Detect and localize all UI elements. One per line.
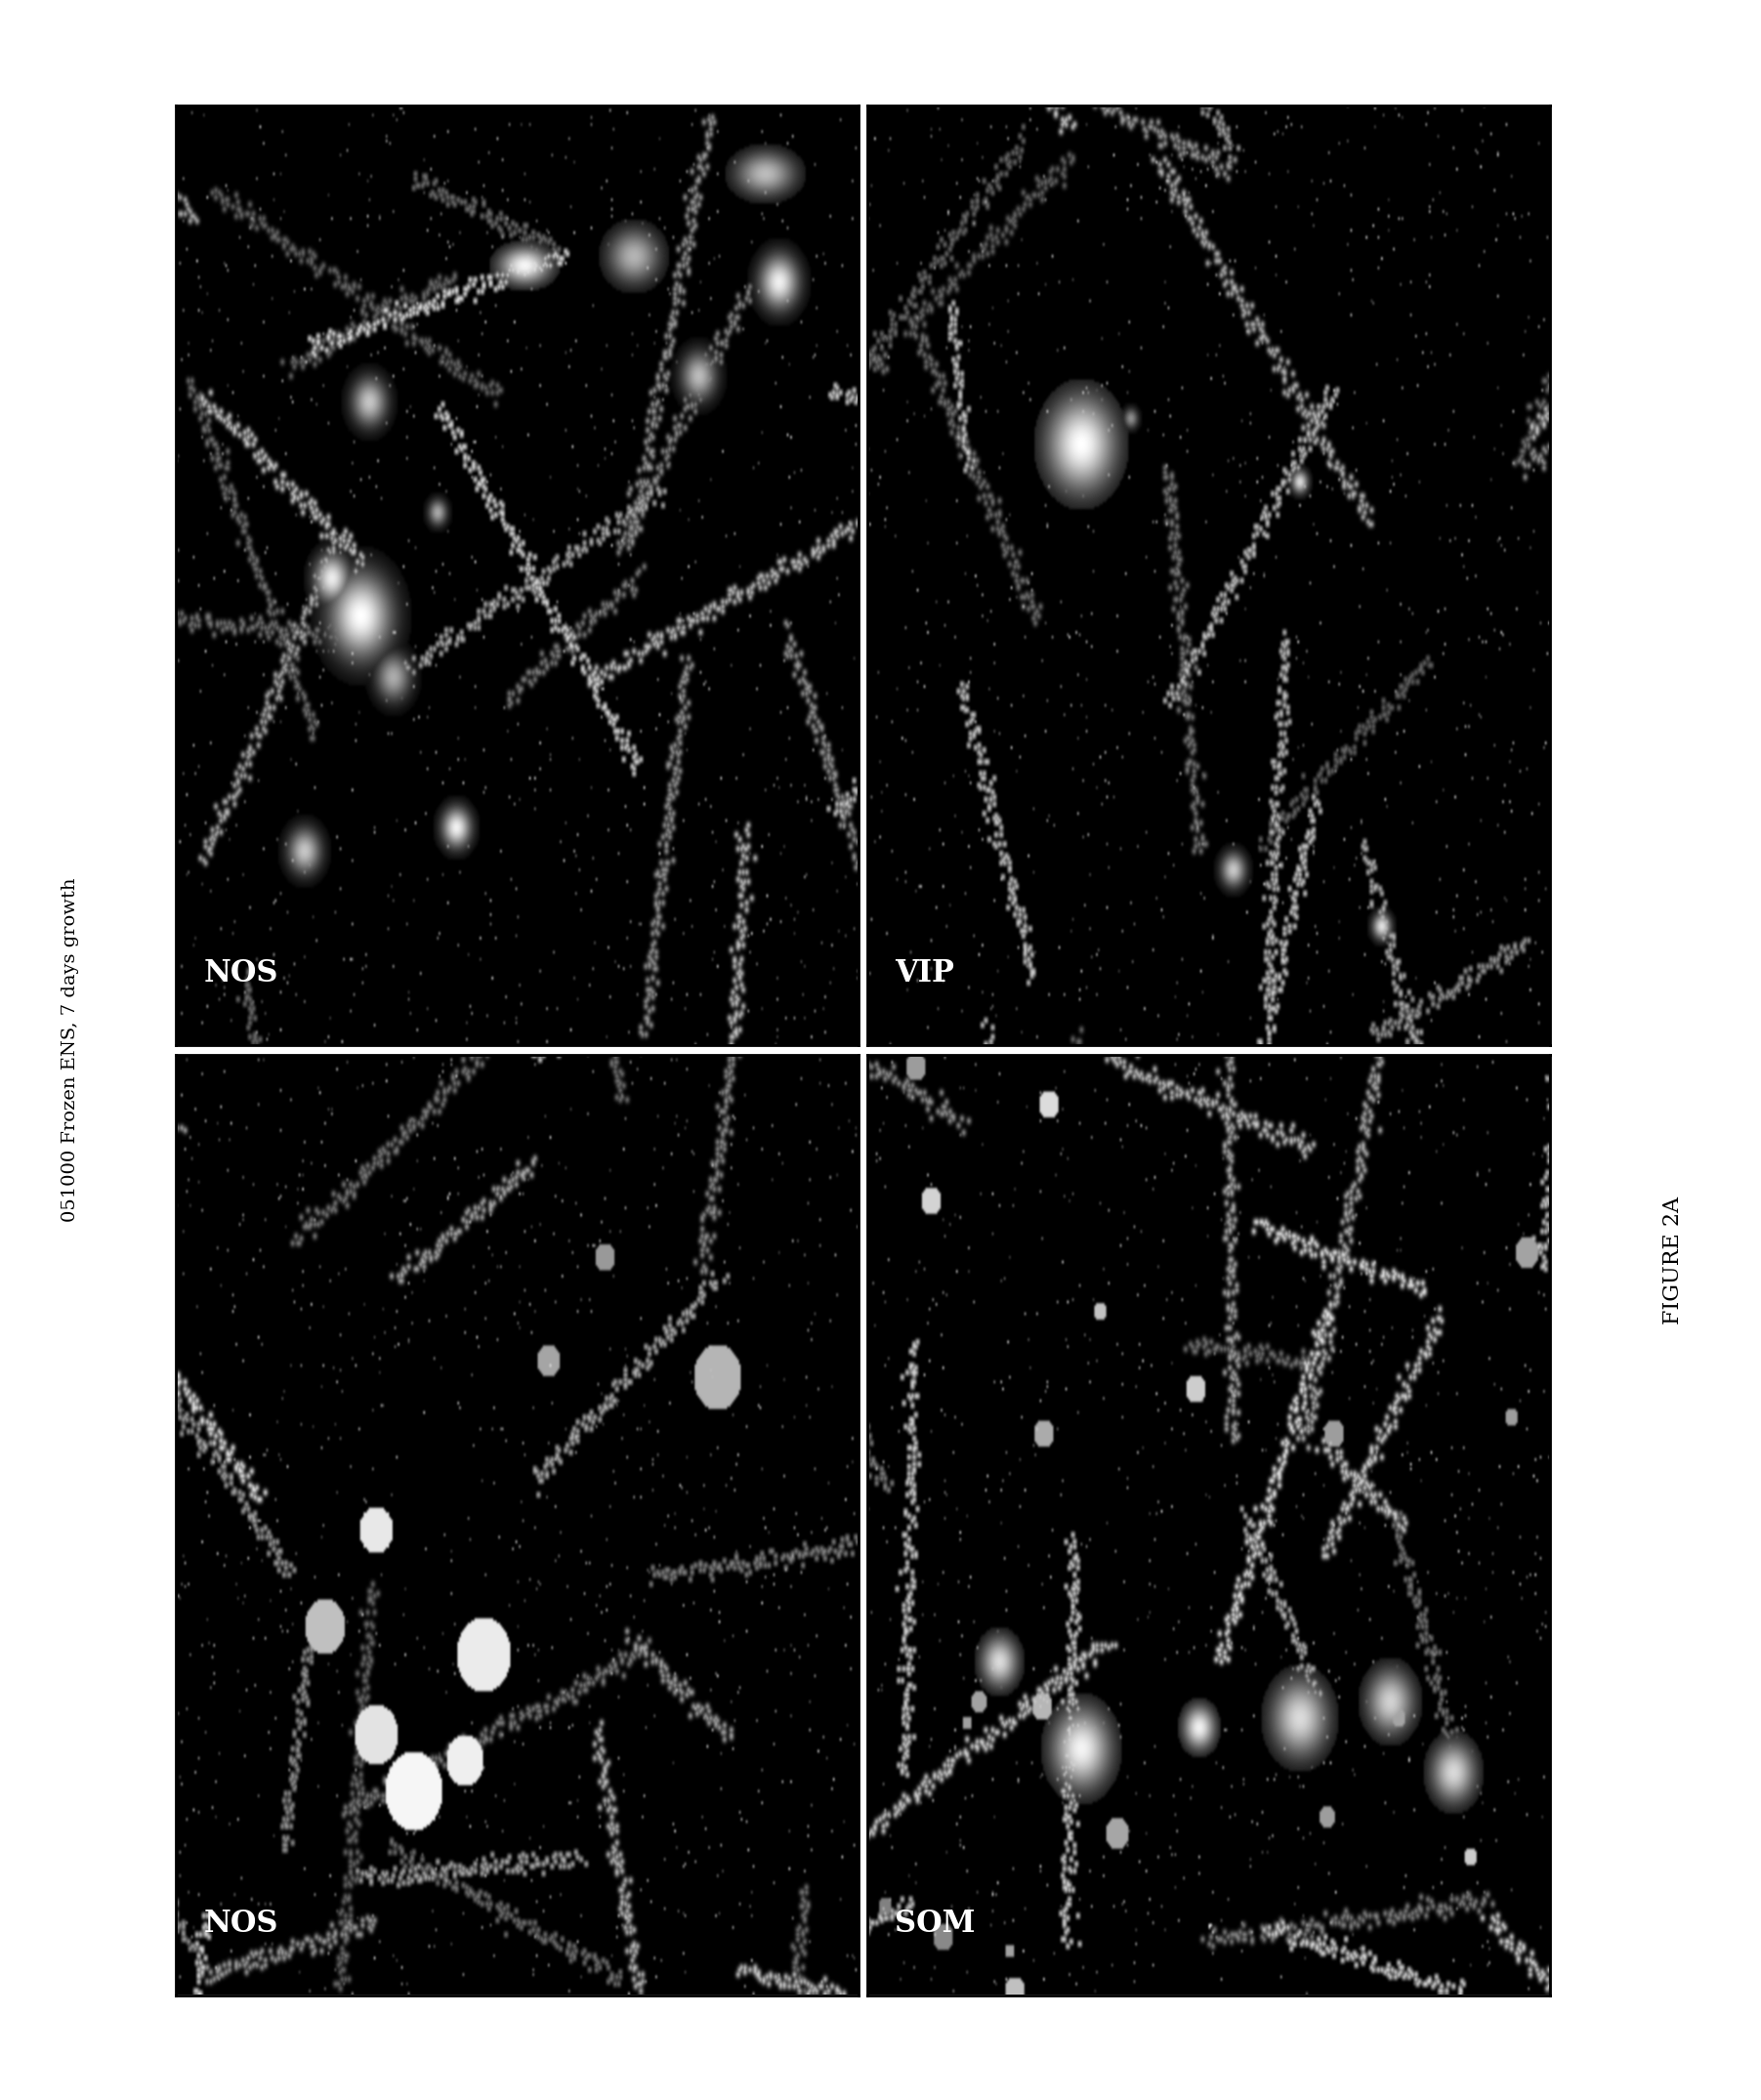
Text: SOM: SOM [895,1909,976,1938]
Text: NOS: NOS [204,1909,278,1938]
Text: VIP: VIP [895,958,954,989]
Text: 051000 Frozen ENS, 7 days growth: 051000 Frozen ENS, 7 days growth [62,878,79,1222]
Text: NOS: NOS [204,958,278,989]
Text: FIGURE 2A: FIGURE 2A [1662,1197,1684,1323]
